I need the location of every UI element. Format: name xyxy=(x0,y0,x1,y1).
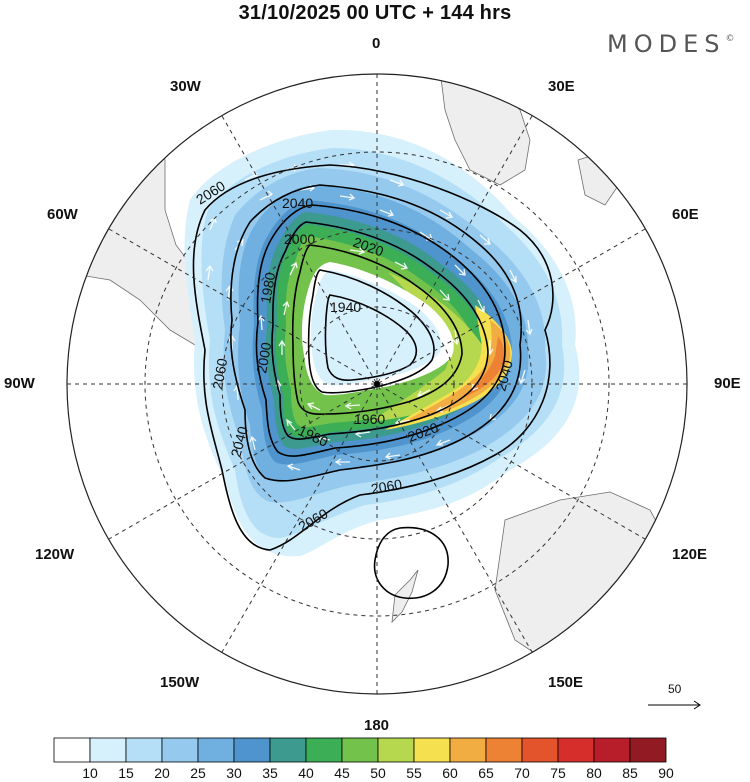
wind-reference-arrow xyxy=(648,700,701,710)
contour-1960 xyxy=(307,269,435,394)
lon-label-90e: 90E xyxy=(714,375,741,392)
wind-speed-shading xyxy=(184,129,580,557)
colorbar-label: 75 xyxy=(550,765,566,781)
colorbar-swatch xyxy=(161,737,199,763)
inner-light xyxy=(311,270,442,386)
colorbar-label: 40 xyxy=(298,765,314,781)
colorbar-swatch xyxy=(557,737,595,763)
colorbar-label: 25 xyxy=(190,765,206,781)
contour-label: 2060 xyxy=(209,357,230,391)
contour-label: 2040 xyxy=(282,195,313,211)
colorbar-label: 60 xyxy=(442,765,458,781)
colorbar-swatch xyxy=(197,737,235,763)
lon-label-90w: 90W xyxy=(4,375,35,392)
contour-1980 xyxy=(291,244,463,415)
colorbar-label: 15 xyxy=(118,765,134,781)
lon-label-0: 0 xyxy=(372,35,381,52)
south-pole-dot xyxy=(374,381,380,387)
graticule xyxy=(67,74,687,694)
colorbar-swatch xyxy=(269,737,307,763)
contour-label: 2000 xyxy=(284,231,315,247)
contour-2060 xyxy=(192,164,554,551)
colorbar-label: 80 xyxy=(586,765,602,781)
lon-label-30w: 30W xyxy=(170,78,201,95)
contour-2060-nz xyxy=(373,526,449,600)
colorbar-swatch xyxy=(125,737,163,763)
height-contours xyxy=(192,164,554,600)
contour-label: 1960 xyxy=(354,411,385,427)
lon-label-30e: 30E xyxy=(548,78,575,95)
lon-label-120w: 120W xyxy=(35,546,75,563)
colorbar-swatch xyxy=(593,737,631,763)
lon-label-120e: 120E xyxy=(672,546,708,563)
lon-label-150w: 150W xyxy=(160,674,200,691)
colorbar-label: 50 xyxy=(370,765,386,781)
colorbar-label: 10 xyxy=(82,765,98,781)
map-title: 31/10/2025 00 UTC + 144 hrs xyxy=(238,2,512,24)
australia xyxy=(494,491,673,671)
contour-2040 xyxy=(230,184,522,482)
shade-70 xyxy=(465,336,505,397)
colorbar-label: 55 xyxy=(406,765,422,781)
colorbar-label: 35 xyxy=(262,765,278,781)
colorbar-swatch xyxy=(53,737,91,763)
colorbar-swatch xyxy=(485,737,523,763)
colorbar-label: 20 xyxy=(154,765,170,781)
madagascar xyxy=(577,149,623,206)
wind-vectors xyxy=(205,161,533,471)
brand-logo: MODES© xyxy=(607,30,735,58)
colorbar: 10 15 20 25 30 35 40 45 50 55 60 65 70 75 80 85 90 xyxy=(53,737,674,781)
colorbar-swatch xyxy=(629,737,667,763)
lon-label-180: 180 xyxy=(364,717,390,734)
wind-reference-label: 50 xyxy=(668,682,682,696)
contour-label: 2060 xyxy=(370,476,404,497)
contour-label: 2040 xyxy=(227,424,251,458)
contour-label: 2000 xyxy=(253,341,274,375)
contour-1940 xyxy=(324,294,418,381)
colorbar-swatch xyxy=(89,737,127,763)
colorbar-swatch xyxy=(449,737,487,763)
colorbar-swatch xyxy=(413,737,451,763)
new-zealand xyxy=(391,569,419,624)
south-america xyxy=(67,119,211,346)
colorbar-label: 85 xyxy=(622,765,638,781)
lon-label-60w: 60W xyxy=(47,206,78,223)
colorbar-label: 90 xyxy=(658,765,674,781)
colorbar-label: 70 xyxy=(514,765,530,781)
colorbar-swatch xyxy=(233,737,271,763)
colorbar-label: 45 xyxy=(334,765,350,781)
colorbar-swatch xyxy=(305,737,343,763)
colorbar-swatch xyxy=(521,737,559,763)
colorbar-swatch xyxy=(341,737,379,763)
colorbar-label: 65 xyxy=(478,765,494,781)
lon-label-60e: 60E xyxy=(672,206,699,223)
colorbar-label: 30 xyxy=(226,765,242,781)
lon-label-150e: 150E xyxy=(548,674,584,691)
contour-label: 1940 xyxy=(330,299,361,315)
map-boundary xyxy=(66,73,688,695)
colorbar-swatch xyxy=(377,737,415,763)
contour-2020 xyxy=(255,204,506,457)
contour-2000 xyxy=(271,221,489,440)
